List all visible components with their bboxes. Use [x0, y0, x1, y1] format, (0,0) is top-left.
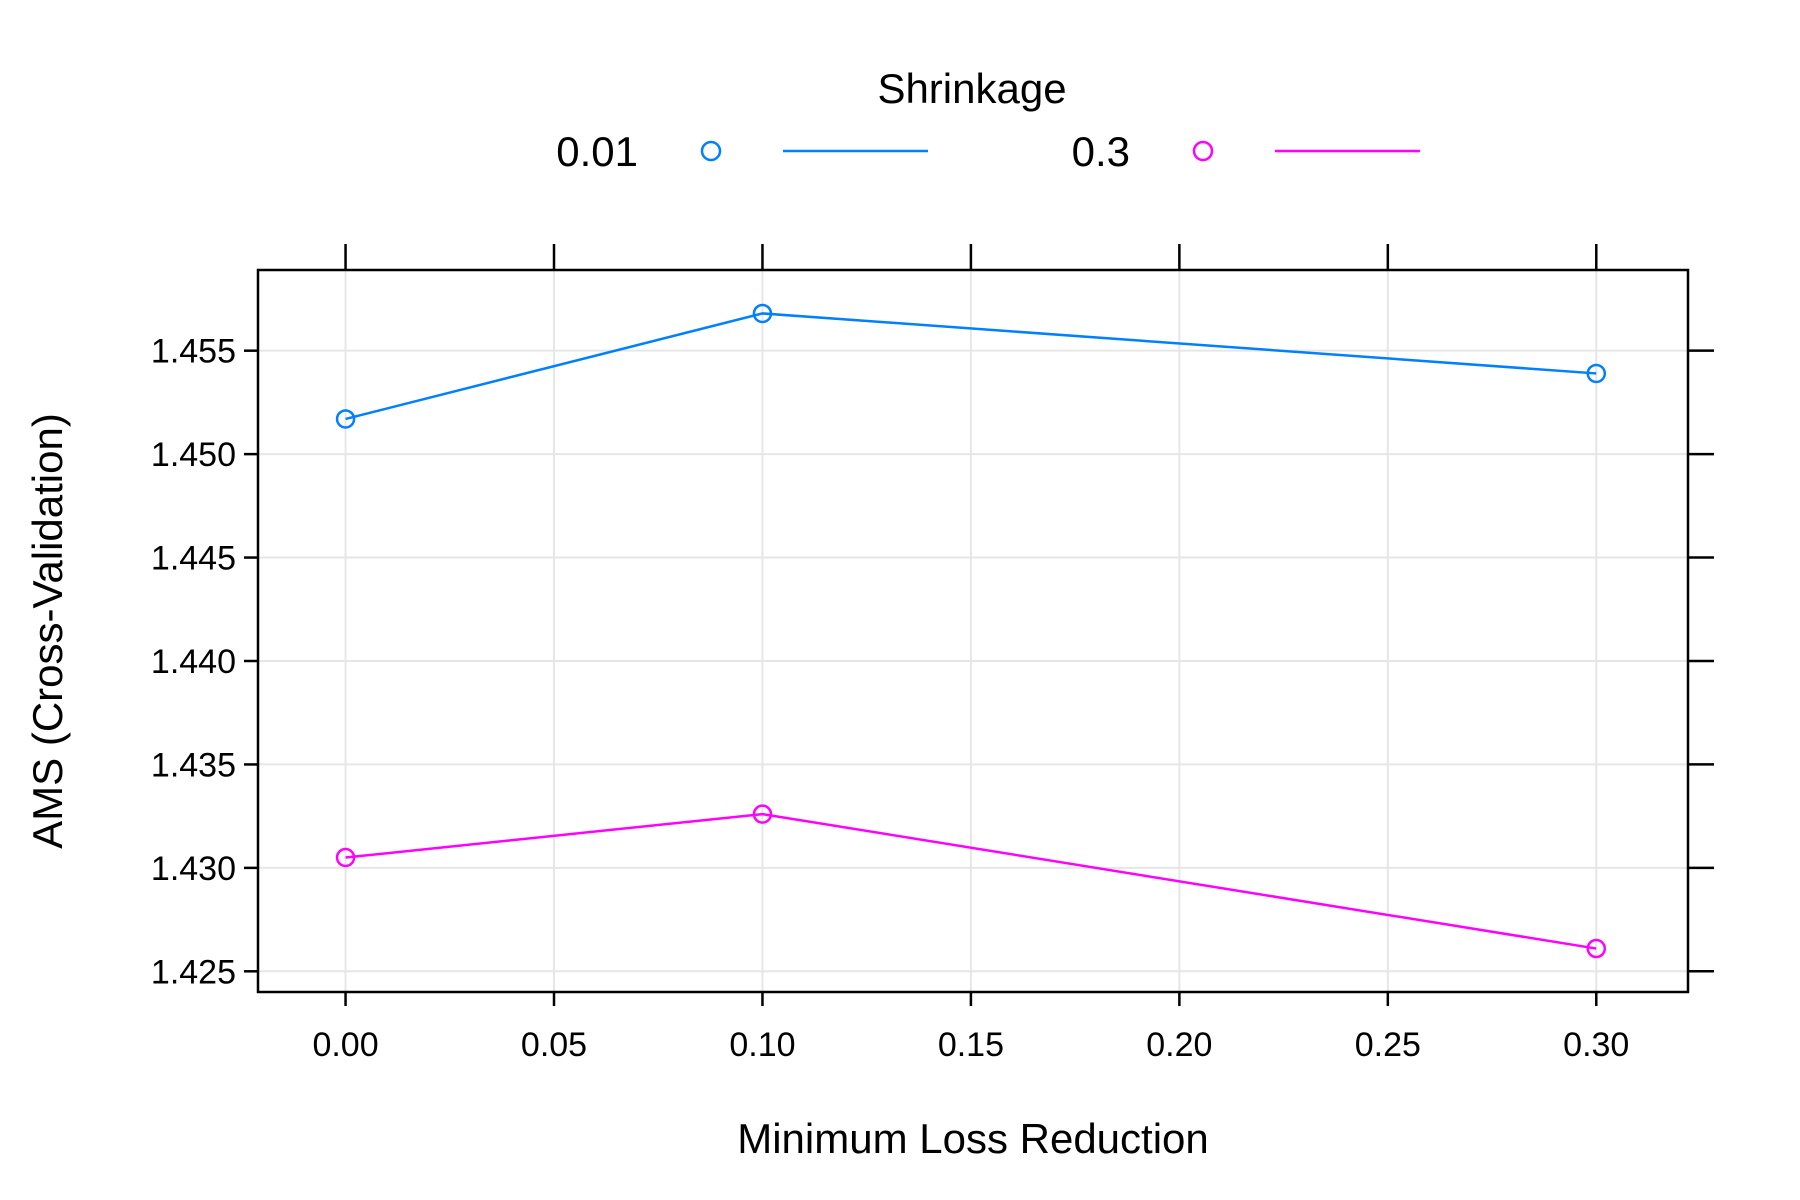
data-point — [1586, 938, 1607, 959]
data-point — [335, 409, 356, 429]
x-tick-labels: 0.00 0.05 0.10 0.15 0.20 0.25 0.30 — [312, 1026, 1629, 1064]
gridlines — [258, 270, 1688, 992]
legend-entry: 0.3 — [1072, 128, 1420, 175]
series — [335, 804, 1607, 959]
data-point — [752, 804, 773, 824]
y-tick-label: 1.450 — [151, 436, 236, 474]
y-tick-labels: 1.425 1.430 1.435 1.440 1.445 1.450 1.455 — [151, 333, 236, 992]
legend-label: 0.3 — [1072, 128, 1130, 175]
data-point — [752, 303, 773, 324]
y-tick-label: 1.430 — [151, 850, 236, 888]
y-tick-label: 1.445 — [151, 540, 236, 578]
series-line — [345, 312, 1597, 421]
legend-entries: 0.01 0.3 — [556, 128, 1420, 175]
x-tick-label: 0.05 — [521, 1026, 587, 1064]
x-tick-label: 0.00 — [312, 1026, 378, 1064]
y-axis-title: AMS (Cross-Validation) — [24, 413, 71, 849]
legend: Shrinkage 0.01 0.3 — [556, 65, 1420, 175]
x-axis-title: Minimum Loss Reduction — [737, 1115, 1209, 1162]
data-point — [1586, 363, 1607, 384]
legend-label: 0.01 — [556, 128, 638, 175]
series — [335, 303, 1607, 429]
x-tick-label: 0.10 — [729, 1026, 795, 1064]
y-tick-label: 1.425 — [151, 953, 236, 991]
data-point — [335, 847, 356, 868]
y-tick-label: 1.455 — [151, 333, 236, 371]
x-tick-label: 0.30 — [1563, 1026, 1629, 1064]
legend-entry: 0.01 — [556, 128, 928, 175]
legend-title: Shrinkage — [877, 65, 1066, 112]
series-layer — [335, 303, 1607, 959]
series-line — [345, 812, 1597, 950]
legend-marker — [700, 140, 722, 162]
x-tick-label: 0.25 — [1355, 1026, 1421, 1064]
x-tick-label: 0.15 — [938, 1026, 1004, 1064]
y-tick-label: 1.440 — [151, 643, 236, 681]
axis-ticks — [244, 244, 1714, 1006]
plot-frame — [256, 268, 1690, 994]
x-tick-label: 0.20 — [1146, 1026, 1212, 1064]
legend-marker — [1192, 140, 1214, 162]
y-tick-label: 1.435 — [151, 746, 236, 784]
